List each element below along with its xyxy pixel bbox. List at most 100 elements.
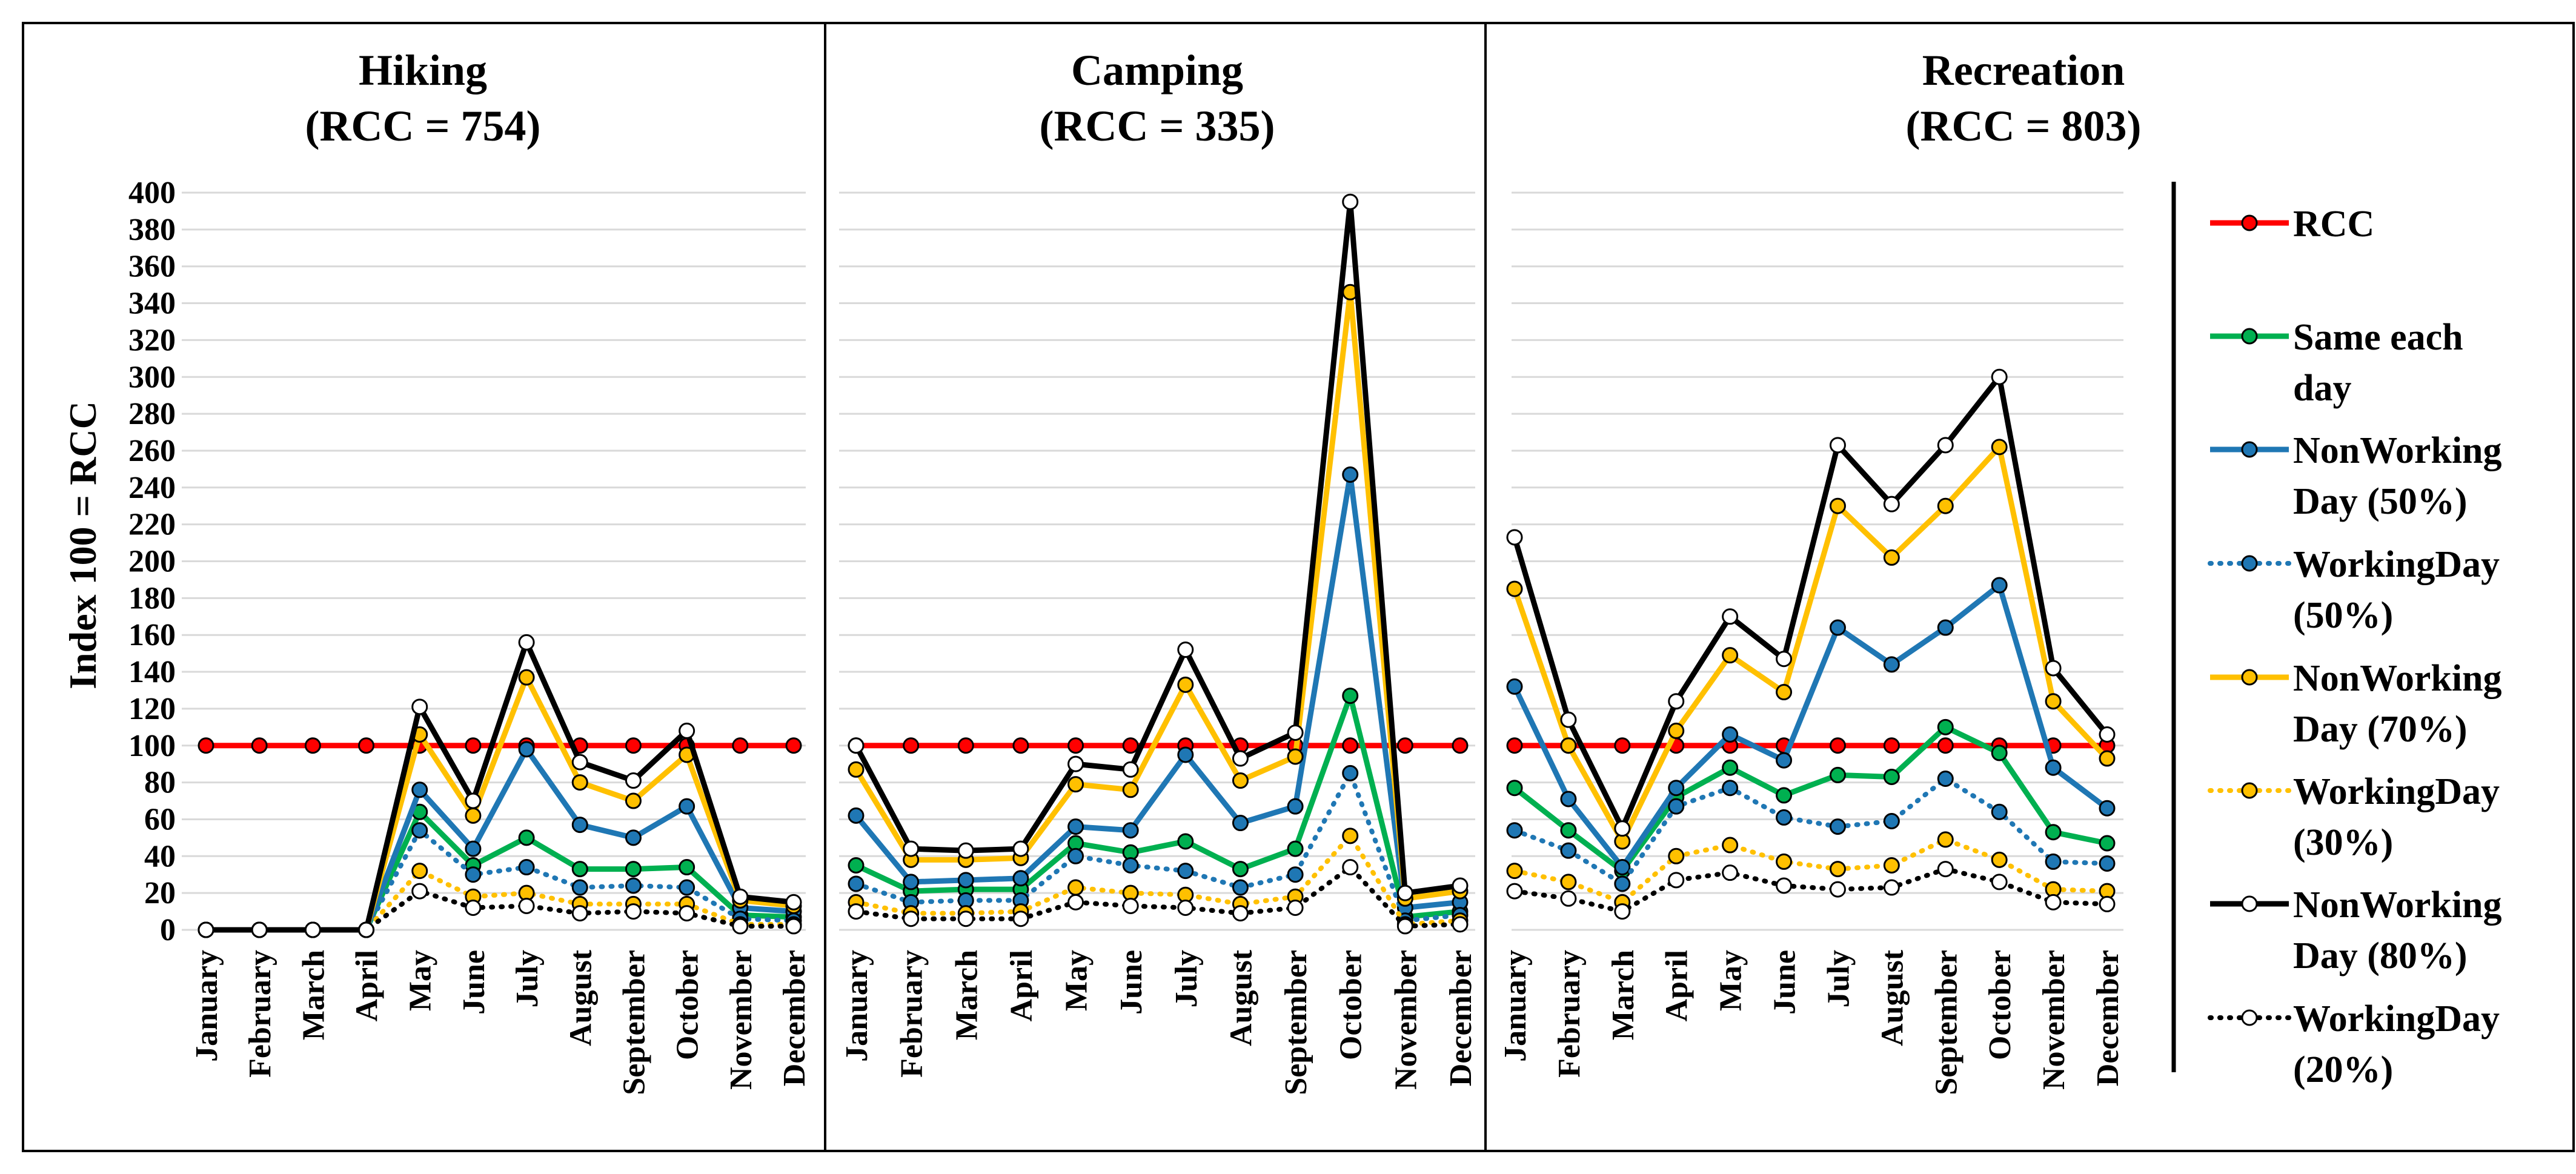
point-same-january [848, 857, 865, 874]
point-nw70-january [1506, 580, 1523, 597]
point-nw70-june [465, 807, 482, 824]
point-nw70-july [1829, 497, 1846, 514]
point-w30-july [1829, 861, 1846, 878]
legend-label-nw70-2: Day (70%) [2293, 709, 2468, 750]
point-w50-september [1287, 866, 1304, 883]
x-tick-label-march: March [1606, 950, 1641, 1040]
legend-swatch-marker-nw70 [2241, 669, 2258, 686]
point-nw80-july [1177, 642, 1194, 658]
point-nw80-july [1829, 437, 1846, 454]
point-nw80-april [358, 921, 375, 938]
point-w50-september [625, 877, 642, 894]
x-tick-label-november: November [1389, 950, 1423, 1090]
x-tick-label-january: January [190, 950, 224, 1062]
chart-frame [22, 22, 2575, 1152]
point-nw50-may [1067, 818, 1084, 835]
point-nw70-september [1937, 497, 1954, 514]
point-w50-july [1177, 863, 1194, 880]
point-w20-november [2045, 894, 2062, 910]
x-tick-label-may: May [403, 950, 438, 1011]
point-nw70-may [1067, 776, 1084, 793]
x-tick-label-june: June [457, 950, 491, 1015]
point-rcc-march [304, 737, 321, 754]
series-line-nw80 [206, 639, 794, 933]
y-tick-label-200: 200 [128, 545, 176, 579]
point-w50-january [848, 875, 865, 892]
x-tick-label-april: April [350, 950, 385, 1021]
point-w20-june [465, 899, 482, 916]
point-nw50-august [571, 817, 588, 834]
point-w20-june [1776, 877, 1793, 894]
y-tick-label-20: 20 [144, 876, 176, 910]
x-tick-label-may: May [1060, 950, 1094, 1011]
panel-subtitle-hiking: (RCC = 754) [305, 102, 541, 150]
point-w50-august [1883, 812, 1900, 829]
y-tick-label-140: 140 [128, 655, 176, 689]
point-same-october [1342, 688, 1359, 705]
point-w30-april [1668, 847, 1685, 864]
point-w30-february [1560, 874, 1577, 890]
point-nw50-october [1342, 466, 1359, 483]
point-nw50-may [411, 781, 428, 798]
point-nw50-september [1937, 619, 1954, 636]
point-w20-december [785, 918, 802, 935]
point-same-february [1560, 822, 1577, 839]
point-nw50-april [1012, 870, 1029, 887]
point-nw50-june [465, 840, 482, 857]
point-same-august [1883, 768, 1900, 785]
point-nw80-october [679, 722, 695, 739]
x-tick-label-october: October [1983, 950, 2017, 1060]
point-w30-january [1506, 863, 1523, 880]
y-tick-label-160: 160 [128, 618, 176, 652]
y-tick-label-60: 60 [144, 802, 176, 837]
x-tick-label-november: November [2037, 950, 2071, 1090]
point-w50-may [1067, 847, 1084, 864]
point-w50-august [571, 879, 588, 896]
point-nw80-september [625, 772, 642, 789]
point-nw50-july [1177, 746, 1194, 763]
point-rcc-november [732, 737, 749, 754]
point-same-september [625, 861, 642, 878]
point-nw80-july [518, 634, 535, 651]
point-w20-march [957, 910, 974, 927]
x-tick-label-january: January [840, 950, 874, 1062]
x-tick-label-april: April [1004, 950, 1039, 1021]
legend-label-w30-2: (30%) [2293, 822, 2393, 863]
point-nw70-may [1722, 647, 1739, 664]
point-rcc-january [1506, 737, 1523, 754]
point-same-september [1287, 840, 1304, 857]
point-rcc-september [625, 737, 642, 754]
x-tick-label-march: March [949, 950, 984, 1040]
panel-title-camping: Camping [1071, 46, 1243, 95]
y-tick-label-280: 280 [128, 397, 176, 431]
point-nw70-september [625, 792, 642, 809]
series-line-same [1513, 724, 2108, 874]
point-nw80-october [1991, 368, 2008, 385]
point-nw50-march [1614, 859, 1631, 876]
point-w30-september [1937, 831, 1954, 848]
point-w20-august [571, 905, 588, 922]
point-w20-november [732, 918, 749, 935]
point-w20-april [1668, 872, 1685, 889]
point-w50-june [1776, 809, 1793, 826]
x-tick-label-december: December [2091, 950, 2125, 1086]
legend-label-nw50-1: NonWorking [2293, 430, 2502, 471]
legend-label-same-2: day [2293, 368, 2351, 409]
point-w50-february [1560, 842, 1577, 859]
legend: RCC Same each day NonWorking Day (50%) Workin… [2208, 204, 2502, 1090]
series-line-w50 [1512, 776, 2110, 886]
panel-title-recreation: Recreation [1922, 46, 2125, 95]
panel-recreation: January February March April May June July Augu… [1498, 191, 2125, 1095]
point-nw50-july [1829, 619, 1846, 636]
point-nw70-july [518, 669, 535, 686]
y-tick-label-240: 240 [128, 471, 176, 505]
panel-subtitle-recreation: (RCC = 803) [1906, 102, 2142, 150]
point-nw50-june [1122, 822, 1139, 839]
legend-swatch-marker-w30 [2241, 782, 2258, 799]
point-w20-april [1012, 910, 1029, 927]
x-tick-label-september: September [617, 950, 651, 1095]
y-tick-label-220: 220 [128, 508, 176, 542]
series-line-same [855, 693, 1461, 920]
point-nw50-june [1776, 752, 1793, 769]
